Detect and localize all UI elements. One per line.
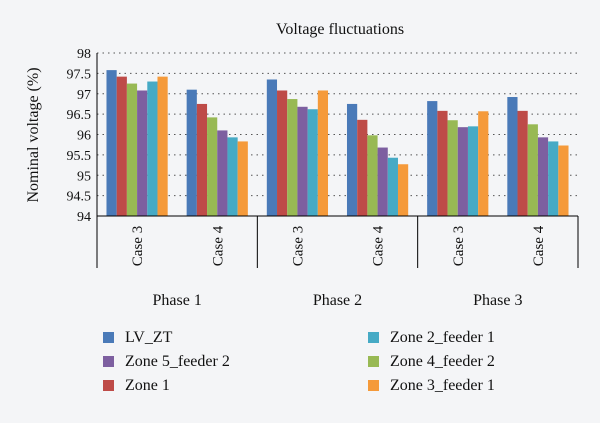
bar bbox=[196, 103, 208, 216]
bar bbox=[457, 127, 468, 216]
bar bbox=[447, 120, 458, 216]
legend-swatch bbox=[103, 332, 114, 343]
bar bbox=[106, 70, 117, 217]
bar bbox=[277, 90, 288, 216]
bar bbox=[266, 79, 278, 216]
group-label: Phase 2 bbox=[313, 292, 362, 309]
y-tick-label: 96 bbox=[77, 129, 91, 144]
legend-label: Zone 3_feeder 1 bbox=[390, 377, 495, 394]
bar bbox=[537, 137, 549, 216]
axes: 94 94.5 95 95.5 96 96.5 97 97.5 98 Case 3 Case 4 Ca… bbox=[67, 47, 579, 309]
bar bbox=[377, 147, 388, 216]
legend-label: Zone 4_feeder 2 bbox=[390, 353, 495, 370]
bar bbox=[147, 81, 158, 217]
bar bbox=[346, 103, 358, 216]
y-tick-label: 94.5 bbox=[67, 190, 92, 205]
bar bbox=[427, 101, 438, 216]
legend-label: Zone 1 bbox=[125, 377, 170, 394]
x-tick-label: Case 4 bbox=[210, 225, 226, 266]
bar bbox=[558, 145, 569, 216]
y-tick-label: 95 bbox=[77, 169, 91, 184]
x-tick-label: Case 4 bbox=[531, 225, 547, 266]
bar bbox=[387, 157, 398, 216]
bar bbox=[467, 126, 479, 216]
bar bbox=[116, 76, 127, 216]
legend-swatch bbox=[368, 380, 379, 391]
bar bbox=[227, 137, 238, 216]
x-tick-label: Case 3 bbox=[451, 226, 467, 266]
bar bbox=[307, 109, 318, 216]
bars bbox=[106, 70, 569, 217]
gridlines bbox=[97, 52, 578, 197]
bar bbox=[357, 119, 368, 216]
y-tick-label: 97.5 bbox=[67, 67, 92, 82]
x-tick-label: Case 3 bbox=[290, 226, 306, 266]
legend-swatch bbox=[103, 356, 114, 367]
legend: LV_ZT Zone 2_feeder 1 Zone 5_feeder 2 Zone … bbox=[103, 329, 495, 394]
bar bbox=[317, 90, 329, 216]
legend-swatch bbox=[103, 380, 114, 391]
bar bbox=[207, 117, 218, 216]
bar bbox=[527, 124, 538, 216]
y-axis-label: Nominal voltage (%) bbox=[25, 67, 42, 202]
x-tick-label: Case 3 bbox=[130, 226, 146, 266]
y-tick-label: 94 bbox=[77, 210, 91, 225]
legend-swatch bbox=[368, 332, 379, 343]
bar bbox=[397, 164, 409, 216]
bar bbox=[478, 111, 489, 216]
bar bbox=[186, 89, 197, 216]
y-tick-label: 97 bbox=[77, 88, 91, 103]
legend-label: LV_ZT bbox=[125, 329, 173, 346]
bar bbox=[157, 76, 168, 216]
bar bbox=[367, 135, 378, 216]
y-tick-label: 98 bbox=[77, 47, 91, 62]
chart-title: Voltage fluctuations bbox=[276, 21, 404, 38]
bar bbox=[548, 141, 559, 216]
bar bbox=[217, 130, 228, 216]
legend-label: Zone 2_feeder 1 bbox=[390, 329, 495, 346]
bar bbox=[297, 106, 308, 216]
y-tick-label: 95.5 bbox=[67, 149, 92, 164]
bar bbox=[437, 110, 448, 216]
bar bbox=[507, 97, 518, 216]
legend-swatch bbox=[368, 356, 379, 367]
bar bbox=[126, 83, 138, 216]
group-label: Phase 3 bbox=[473, 292, 522, 309]
bar bbox=[237, 141, 248, 216]
y-tick-label: 96.5 bbox=[67, 108, 92, 123]
group-label: Phase 1 bbox=[153, 292, 202, 309]
bar bbox=[287, 99, 298, 216]
bar bbox=[137, 90, 148, 216]
bar bbox=[517, 110, 528, 216]
legend-label: Zone 5_feeder 2 bbox=[125, 353, 230, 370]
x-tick-label: Case 4 bbox=[371, 225, 387, 266]
